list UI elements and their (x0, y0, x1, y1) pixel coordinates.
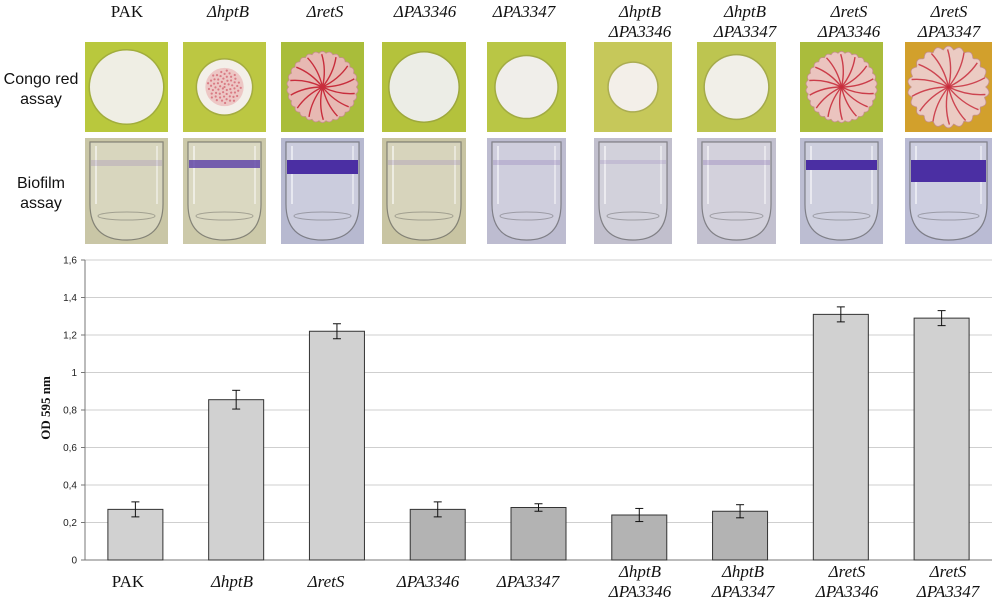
biofilm-photo-pa3347 (487, 138, 566, 244)
congo-red-colony-graphic (697, 42, 776, 132)
strain-label-top-pa3347: ΔPA3347 (492, 2, 556, 21)
congo-red-colony-graphic (905, 42, 992, 132)
congo-red-photo-hptb-pa3346 (594, 42, 672, 132)
biofilm-tube-graphic (85, 138, 168, 244)
strain-label-top-rets-pa3347: ΔretS ΔPA3347 (917, 2, 981, 41)
congo-red-photo-pak (85, 42, 168, 132)
strain-label-top-hptb-pa3347: ΔhptB ΔPA3347 (713, 2, 777, 41)
congo-red-photo-hptb-pa3347 (697, 42, 776, 132)
congo-red-photo-pa3346 (382, 42, 466, 132)
congo-red-photo-hptb (183, 42, 266, 132)
od595-bar-chart: OD 595 nm 0 0,2 0,4 0,6 0,8 1 1,2 1,4 1,6 (38, 256, 992, 567)
bar (208, 399, 265, 561)
bar (308, 330, 365, 561)
biofilm-photo-rets-pa3347 (905, 138, 992, 244)
bar (510, 507, 567, 561)
strain-label-top-rets: ΔretS (306, 2, 344, 21)
strain-label-bottom-rets-pa3346: ΔretS ΔPA3346 (815, 562, 879, 601)
strain-label-top-pa3346: ΔPA3346 (393, 2, 457, 21)
strain-label-bottom-pa3346: ΔPA3346 (396, 572, 460, 591)
biofilm-tube-graphic (594, 138, 672, 244)
strain-label-bottom-hptb-pa3347: ΔhptB ΔPA3347 (711, 562, 775, 601)
biofilm-photo-rets-pa3346 (800, 138, 883, 244)
biofilm-tube-graphic (183, 138, 266, 244)
strain-label-top-hptb: ΔhptB (206, 2, 250, 21)
biofilm-tube-graphic (697, 138, 776, 244)
congo-red-colony-graphic (487, 42, 566, 132)
row-label-biofilm: Biofilm assay (16, 175, 65, 212)
biofilm-photo-hptb-pa3346 (594, 138, 672, 244)
bar (913, 317, 970, 561)
y-tick-label: 1,4 (63, 293, 77, 304)
bar (611, 514, 668, 561)
y-tick-label: 0,8 (63, 406, 77, 417)
biofilm-photo-pa3346 (382, 138, 466, 244)
congo-red-colony-graphic (594, 42, 672, 132)
bar (812, 313, 869, 561)
congo-red-photo-rets-pa3346 (800, 42, 883, 132)
congo-red-colony-graphic (800, 42, 883, 132)
biofilm-photo-rets (281, 138, 364, 244)
congo-red-photo-rets (281, 42, 364, 132)
bar (409, 508, 466, 561)
congo-red-colony-graphic (183, 42, 266, 132)
y-tick-label: 1,6 (63, 256, 77, 267)
y-tick-label: 0,6 (63, 443, 77, 454)
congo-red-photo-pa3347 (487, 42, 566, 132)
strain-label-top-rets-pa3346: ΔretS ΔPA3346 (817, 2, 881, 41)
strain-label-bottom-hptb: ΔhptB (210, 572, 254, 591)
biofilm-tube-graphic (800, 138, 883, 244)
bar (712, 510, 769, 561)
biofilm-photo-hptb-pa3347 (697, 138, 776, 244)
y-tick-label: 0,4 (63, 481, 77, 492)
strain-label-bottom-pak: PAK (111, 572, 145, 591)
row-label-congo-red: Congo red assay (3, 71, 79, 108)
congo-red-photo-rets-pa3347 (905, 42, 992, 132)
biofilm-photo-hptb (183, 138, 266, 244)
biofilm-photo-pak (85, 138, 168, 244)
y-tick-label: 1,2 (63, 331, 77, 342)
strain-label-bottom-pa3347: ΔPA3347 (496, 572, 560, 591)
congo-red-colony-graphic (281, 42, 364, 132)
y-tick-label: 0 (71, 556, 77, 567)
y-tick-label: 0,2 (63, 518, 77, 529)
strain-label-top-hptb-pa3346: ΔhptB ΔPA3346 (608, 2, 672, 41)
congo-red-colony-graphic (382, 42, 466, 132)
strain-label-bottom-rets-pa3347: ΔretS ΔPA3347 (916, 562, 980, 601)
congo-red-colony-graphic (85, 42, 168, 132)
strain-label-bottom-hptb-pa3346: ΔhptB ΔPA3346 (608, 562, 672, 601)
biofilm-tube-graphic (281, 138, 364, 244)
strain-label-top-pak: PAK (110, 2, 144, 21)
biofilm-tube-graphic (382, 138, 466, 244)
biofilm-tube-graphic (905, 138, 992, 244)
y-tick-label: 1 (71, 368, 77, 379)
y-axis-label: OD 595 nm (38, 376, 53, 440)
biofilm-tube-graphic (487, 138, 566, 244)
strain-label-bottom-rets: ΔretS (307, 572, 345, 591)
